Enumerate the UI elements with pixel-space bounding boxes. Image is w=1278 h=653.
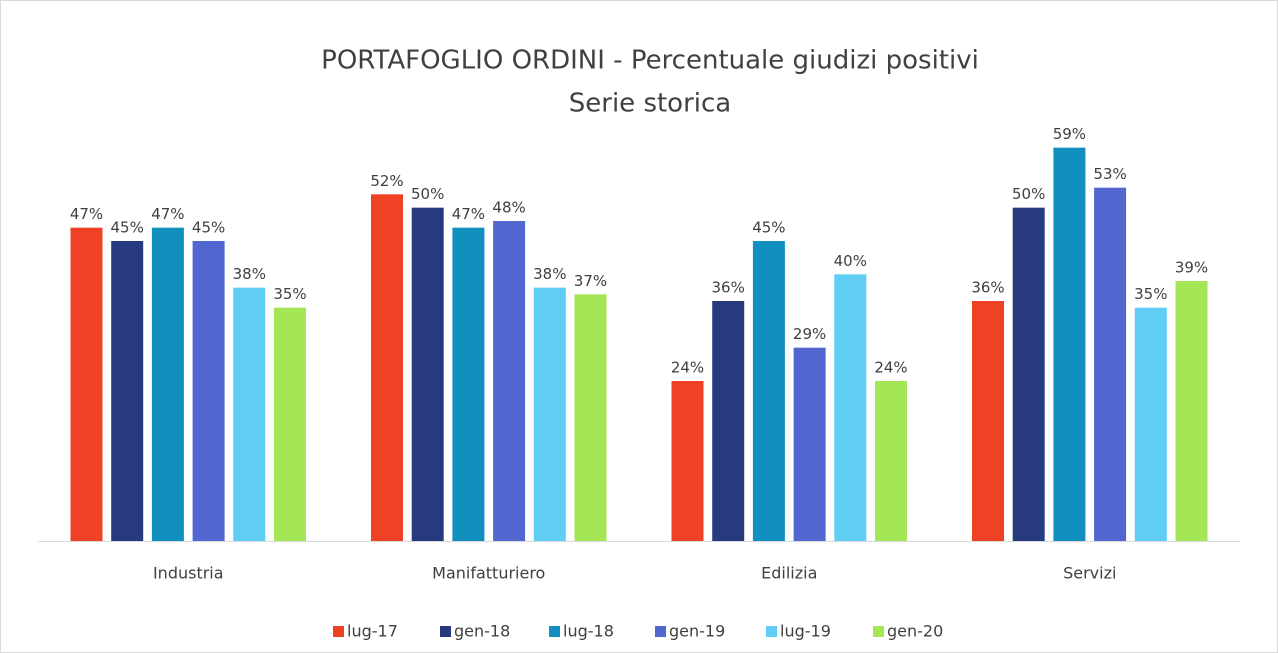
legend-swatch <box>440 626 451 637</box>
data-label: 39% <box>1175 259 1208 277</box>
data-label: 53% <box>1093 165 1126 183</box>
bar <box>1134 307 1167 541</box>
data-label: 50% <box>411 185 444 203</box>
data-label: 40% <box>834 252 867 270</box>
bar <box>533 287 566 541</box>
data-label: 45% <box>111 219 144 237</box>
legend-label: gen-18 <box>454 622 510 641</box>
x-tick-label: Servizi <box>1063 564 1116 583</box>
bar <box>192 241 225 541</box>
data-label: 47% <box>70 205 103 223</box>
x-tick-label: Industria <box>153 564 224 583</box>
data-label: 36% <box>712 279 745 297</box>
bar <box>1175 281 1208 541</box>
data-label: 45% <box>192 219 225 237</box>
bar <box>233 287 266 541</box>
bar <box>1012 207 1045 541</box>
chart-title: PORTAFOGLIO ORDINI - Percentuale giudizi… <box>321 46 979 76</box>
bar <box>70 227 103 541</box>
x-tick-label: Edilizia <box>761 564 817 583</box>
data-label: 50% <box>1012 185 1045 203</box>
data-label: 36% <box>971 279 1004 297</box>
bar <box>752 241 785 541</box>
legend-swatch <box>655 626 666 637</box>
legend-label: lug-17 <box>347 622 398 641</box>
chart-subtitle: Serie storica <box>569 89 731 119</box>
bar <box>712 301 745 541</box>
data-label: 47% <box>151 205 184 223</box>
data-label: 24% <box>671 359 704 377</box>
bar <box>151 227 184 541</box>
data-label: 38% <box>533 265 566 283</box>
data-label: 47% <box>452 205 485 223</box>
data-label: 45% <box>752 219 785 237</box>
legend-label: gen-19 <box>669 622 725 641</box>
data-label: 29% <box>793 325 826 343</box>
bar <box>574 294 607 541</box>
data-label: 38% <box>233 265 266 283</box>
data-label: 48% <box>492 199 525 217</box>
data-label: 35% <box>1134 285 1167 303</box>
data-label: 37% <box>574 272 607 290</box>
data-label: 52% <box>370 172 403 190</box>
bar <box>875 381 907 541</box>
bar <box>793 347 826 541</box>
legend-label: lug-19 <box>780 622 831 641</box>
bar <box>1094 187 1127 541</box>
legend-swatch <box>549 626 560 637</box>
bar <box>274 307 306 541</box>
legend-swatch <box>333 626 344 637</box>
legend-swatch <box>873 626 884 637</box>
bar <box>493 221 526 541</box>
data-label: 59% <box>1053 125 1086 143</box>
bar <box>671 381 704 541</box>
bar <box>834 274 867 541</box>
data-label: 35% <box>273 285 306 303</box>
data-label: 24% <box>874 359 907 377</box>
x-tick-label: Manifatturiero <box>432 564 545 583</box>
legend-label: gen-20 <box>887 622 943 641</box>
bar <box>371 194 403 542</box>
bar <box>972 301 1004 541</box>
bar <box>1053 147 1086 541</box>
legend-swatch <box>766 626 777 637</box>
bar <box>411 207 444 541</box>
bar <box>452 227 485 541</box>
bar <box>111 241 144 541</box>
legend-label: lug-18 <box>563 622 614 641</box>
